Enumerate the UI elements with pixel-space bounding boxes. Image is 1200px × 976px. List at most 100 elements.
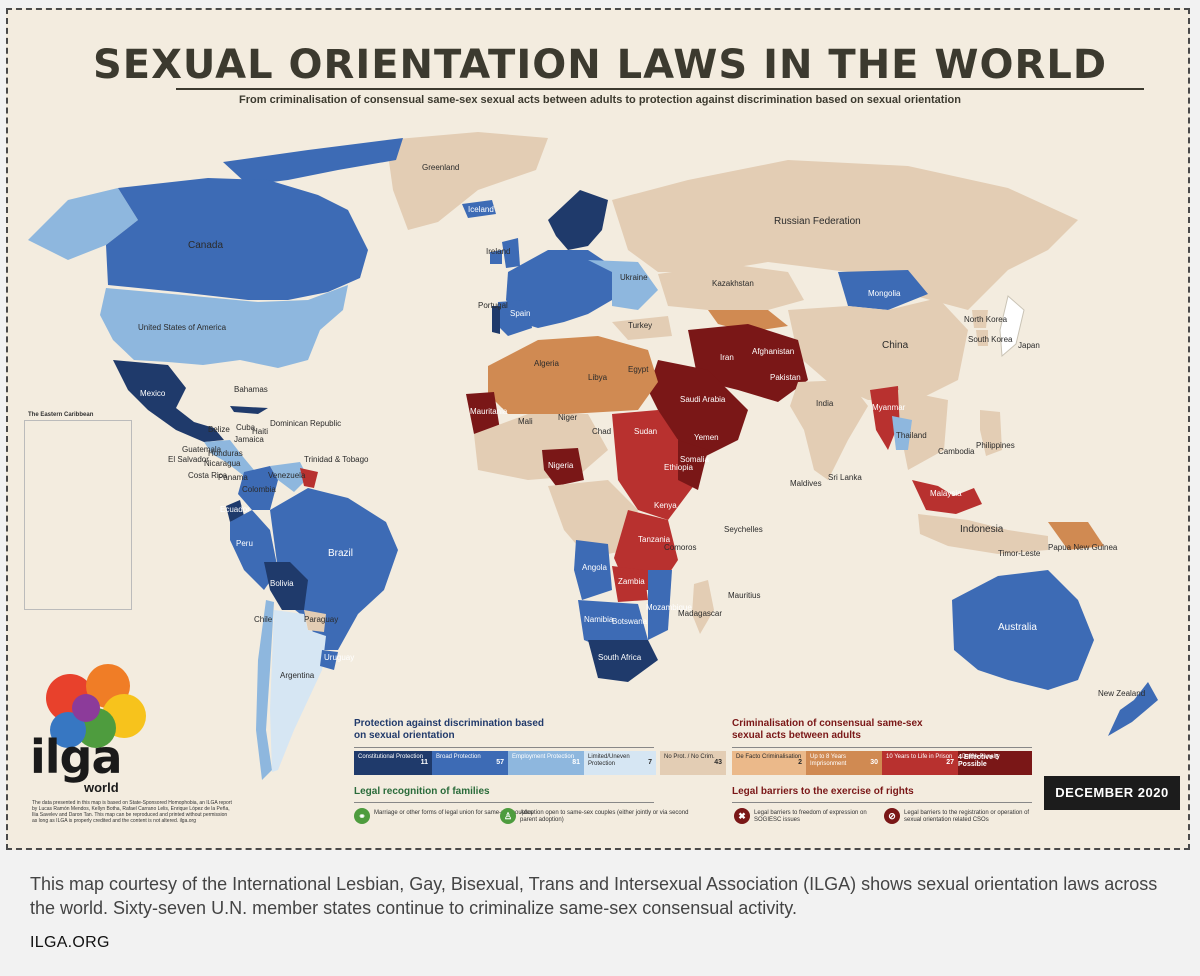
region-central-america — [204, 440, 254, 476]
label-timor-leste: Timor-Leste — [998, 549, 1041, 558]
region-canada — [106, 178, 368, 300]
label-mali: Mali — [518, 417, 533, 426]
title-rule — [176, 88, 1144, 90]
label-chad: Chad — [592, 427, 611, 436]
label-sudan: Sudan — [634, 427, 657, 436]
region-indonesia — [918, 514, 1048, 554]
legend-limited-count: 7 — [648, 759, 652, 766]
region-portugal — [492, 306, 500, 334]
region-myanmar — [870, 386, 900, 450]
label-guatemala: Guatemala — [182, 445, 222, 454]
region-alaska — [28, 188, 138, 260]
legend-marriage-note: Marriage or other forms of legal union f… — [374, 810, 533, 816]
region-arctic-canada — [223, 138, 403, 185]
image-credit: ILGA.ORG — [30, 934, 110, 951]
label-belize: Belize — [208, 425, 230, 434]
region-mauritania — [466, 392, 500, 434]
label-mexico: Mexico — [140, 389, 166, 398]
label-mongolia: Mongolia — [868, 289, 901, 298]
region-bolivia — [264, 562, 308, 610]
region-argentina — [270, 610, 326, 772]
region-madagascar — [692, 580, 714, 634]
map-subtitle: From criminalisation of consensual same-… — [239, 94, 961, 106]
legend-broad-count: 57 — [496, 759, 504, 766]
label-chile: Chile — [254, 615, 273, 624]
label-peru: Peru — [236, 539, 253, 548]
region-greenland — [386, 132, 548, 230]
label-turkey: Turkey — [628, 321, 652, 330]
label-honduras: Honduras — [208, 449, 243, 458]
region-indochina — [898, 390, 948, 470]
label-japan: Japan — [1018, 341, 1040, 350]
label-nz: New Zealand — [1098, 689, 1145, 698]
region-guianas — [300, 468, 318, 488]
label-cuba: Cuba — [236, 423, 256, 432]
label-ethiopia: Ethiopia — [664, 463, 693, 472]
region-south-africa — [588, 640, 658, 682]
adoption-icon: ♙ — [500, 808, 516, 824]
label-afghanistan: Afghanistan — [752, 347, 794, 356]
legend-adoption-note: Adoption open to same-sex couples (eithe… — [520, 810, 689, 823]
label-china: China — [882, 340, 909, 351]
label-madagascar: Madagascar — [678, 609, 722, 618]
region-zambia — [612, 566, 648, 602]
label-malaysia: Malaysia — [930, 489, 962, 498]
label-dominican-republic: Dominican Republic — [270, 419, 341, 428]
label-south-africa: South Africa — [598, 653, 642, 662]
region-usa — [100, 285, 348, 368]
legend-up-to-8-count: 30 — [870, 759, 878, 766]
label-ecuador: Ecuador — [220, 505, 250, 514]
map-figure: SEXUAL ORIENTATION LAWS IN THE WORLD Fro… — [6, 8, 1190, 850]
region-kazakhstan — [658, 264, 804, 310]
label-venezuela: Venezuela — [268, 471, 306, 480]
label-haiti: Haiti — [252, 427, 268, 436]
region-philippines — [980, 410, 1002, 456]
label-thailand: Thailand — [896, 431, 927, 440]
label-myanmar: Myanmar — [872, 403, 906, 412]
label-maldives: Maldives — [790, 479, 822, 488]
region-uruguay — [320, 650, 338, 670]
label-somalia: Somalia — [680, 455, 709, 464]
label-nicaragua: Nicaragua — [204, 459, 241, 468]
world-map: Canada United States of America Mexico B… — [28, 132, 1158, 780]
label-el-salvador: El Salvador — [168, 455, 209, 464]
legend-no-prot-count: 43 — [714, 759, 722, 766]
label-trinidad: Trinidad & Tobago — [304, 455, 369, 464]
legend-broad: Broad Protection 57 — [432, 751, 508, 775]
label-zambia: Zambia — [618, 577, 645, 586]
label-south-korea: South Korea — [968, 335, 1013, 344]
ilga-world-text: world — [84, 780, 119, 795]
region-somalia — [678, 440, 708, 490]
legend-death-label: Death Penalty — [962, 754, 1000, 760]
label-kenya: Kenya — [654, 501, 677, 510]
region-colombia — [238, 466, 278, 510]
label-indonesia: Indonesia — [960, 524, 1004, 535]
label-nigeria: Nigeria — [548, 461, 574, 470]
legend-death-sub-counts: 4 Effective 5 Possible — [958, 754, 999, 768]
label-india: India — [816, 399, 834, 408]
region-south-korea — [976, 330, 988, 346]
label-angola: Angola — [582, 563, 607, 572]
label-costa-rica: Costa Rica — [188, 471, 228, 480]
ilga-wordmark: ilga — [30, 730, 123, 784]
label-panama: Panama — [218, 473, 248, 482]
region-cuba — [230, 406, 268, 414]
region-china — [788, 298, 968, 400]
legend-ten-to-life: 10 Years to Life in Prison 27 — [882, 751, 958, 775]
legend-broad-label: Broad Protection — [436, 754, 481, 760]
label-bahamas: Bahamas — [234, 385, 268, 394]
label-mauritania: Mauritania — [470, 407, 508, 416]
label-greenland: Greenland — [422, 163, 459, 172]
label-jamaica: Jamaica — [234, 435, 264, 444]
label-canada: Canada — [188, 240, 223, 251]
legend-de-facto-label: De Facto Criminalisation — [736, 754, 802, 760]
region-nz — [1108, 682, 1158, 736]
region-paraguay — [304, 610, 326, 632]
label-ireland: Ireland — [486, 247, 510, 256]
region-uk — [502, 238, 520, 268]
label-kazakhstan: Kazakhstan — [712, 279, 754, 288]
legend-death-penalty: Death Penalty 4 Effective 5 Possible — [958, 751, 1032, 775]
region-mexico — [113, 360, 224, 442]
label-iceland: Iceland — [468, 205, 494, 214]
region-malaysia — [912, 480, 982, 514]
